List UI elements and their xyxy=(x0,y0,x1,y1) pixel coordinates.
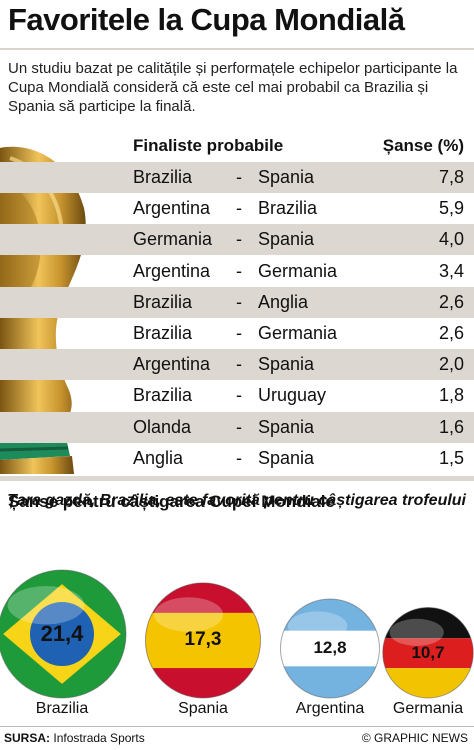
flag-country-label: Argentina xyxy=(295,700,365,717)
footer-divider xyxy=(0,726,474,727)
odds-cell: 5,9 xyxy=(438,198,464,219)
team2-cell: Spania xyxy=(258,167,315,187)
team1-cell: Brazilia xyxy=(133,291,193,312)
separator-cell: - xyxy=(236,167,242,187)
odds-cell: 1,8 xyxy=(438,385,464,406)
odds-cell: 2,0 xyxy=(438,354,464,375)
header-odds: Șanse (%) xyxy=(382,136,464,155)
odds-cell: 2,6 xyxy=(438,291,464,312)
flag-bubbles-svg xyxy=(0,569,474,699)
table-row: Brazilia - Germania 2,6 xyxy=(0,318,474,349)
separator-cell: - xyxy=(236,416,242,437)
separator-cell: - xyxy=(236,447,242,468)
team2-cell: Germania xyxy=(258,260,338,281)
odds-cell: 1,6 xyxy=(438,416,464,437)
table-row: Anglia - Spania 1,5 xyxy=(0,443,474,474)
team2-cell: Spania xyxy=(258,229,315,250)
team1-cell: Brazilia xyxy=(133,323,193,343)
credit: © GRAPHIC NEWS xyxy=(361,731,468,745)
flag-value-label: 12,8 xyxy=(313,638,347,658)
flag-bubble-spania xyxy=(144,582,262,699)
odds-cell: 1,5 xyxy=(438,447,464,468)
win-odds-title-text: Șanse pentru câștigarea Cupei Mondiale xyxy=(8,492,335,511)
flag-bubble-argentina xyxy=(280,598,380,699)
separator-cell: - xyxy=(236,323,242,343)
team1-cell: Brazilia xyxy=(133,167,193,187)
flag-bubble-brazilia xyxy=(0,569,127,699)
table-row: Brazilia - Anglia 2,6 xyxy=(0,286,474,318)
team2-cell: Brazilia xyxy=(258,198,318,219)
team1-cell: Argentina xyxy=(133,354,211,375)
separator-cell: - xyxy=(236,260,242,281)
header-likely-finalists: Finaliste probabile xyxy=(133,136,284,155)
team2-cell: Germania xyxy=(258,323,338,343)
source-value: Infostrada Sports xyxy=(53,731,145,745)
page-title: Favoritele la Cupa Mondială xyxy=(8,2,405,37)
table-row: Argentina - Germania 3,4 xyxy=(0,256,474,287)
source-label: SURSA: xyxy=(4,731,51,745)
separator-cell: - xyxy=(236,198,242,219)
win-odds-bubbles: 21,4 Brazilia 17,3 Spania 12,8 Argentina 10,7 G… xyxy=(0,540,474,725)
team1-cell: Argentina xyxy=(133,198,211,219)
host-annotation: Țara gazdă, Brazilia, este favorită pent… xyxy=(7,491,466,510)
intro-text: Un studiu bazat pe calitățile și perform… xyxy=(8,60,458,115)
table-row: Olanda - Spania 1,6 xyxy=(0,411,474,443)
flag-country-label: Spania xyxy=(178,700,228,717)
odds-cell: 3,4 xyxy=(438,260,464,281)
odds-cell: 4,0 xyxy=(438,229,464,250)
separator-cell: - xyxy=(236,291,242,312)
flag-value-label: 10,7 xyxy=(411,642,445,662)
team1-cell: Brazilia xyxy=(133,385,193,406)
table-row: Argentina - Brazilia 5,9 xyxy=(0,193,474,224)
team1-cell: Germania xyxy=(133,229,213,250)
section-divider xyxy=(0,476,474,481)
team1-cell: Olanda xyxy=(133,416,192,437)
team2-cell: Spania xyxy=(258,354,315,375)
team2-cell: Spania xyxy=(258,447,315,468)
table-row: Argentina - Spania 2,0 xyxy=(0,349,474,381)
team2-cell: Anglia xyxy=(258,291,309,312)
separator-cell: - xyxy=(236,385,242,406)
flag-country-label: Brazilia xyxy=(35,700,89,717)
separator-cell: - xyxy=(236,229,242,250)
team2-cell: Spania xyxy=(258,416,315,437)
host-annotation-text: Țara gazdă, Brazilia, este favorită pent… xyxy=(7,492,466,509)
table-row: Germania - Spania 4,0 xyxy=(0,224,474,256)
title-divider xyxy=(0,48,474,50)
finalists-table: Finaliste probabile Șanse (%) Brazilia - S… xyxy=(0,130,474,474)
source-line: SURSA: Infostrada Sports xyxy=(4,731,145,745)
table-row: Brazilia - Spania 7,8 xyxy=(0,162,474,193)
odds-cell: 7,8 xyxy=(438,167,464,187)
odds-cell: 2,6 xyxy=(438,323,464,343)
team1-cell: Anglia xyxy=(133,447,184,468)
table-row: Brazilia - Uruguay 1,8 xyxy=(0,380,474,411)
separator-cell: - xyxy=(236,354,242,375)
flag-value-label: 17,3 xyxy=(184,629,222,651)
flag-country-label: Germania xyxy=(392,700,464,717)
team2-cell: Uruguay xyxy=(258,385,327,406)
team1-cell: Argentina xyxy=(133,260,211,281)
flag-value-label: 21,4 xyxy=(40,620,84,646)
win-odds-title: Șanse pentru câștigarea Cupei Mondiale xyxy=(8,491,335,512)
